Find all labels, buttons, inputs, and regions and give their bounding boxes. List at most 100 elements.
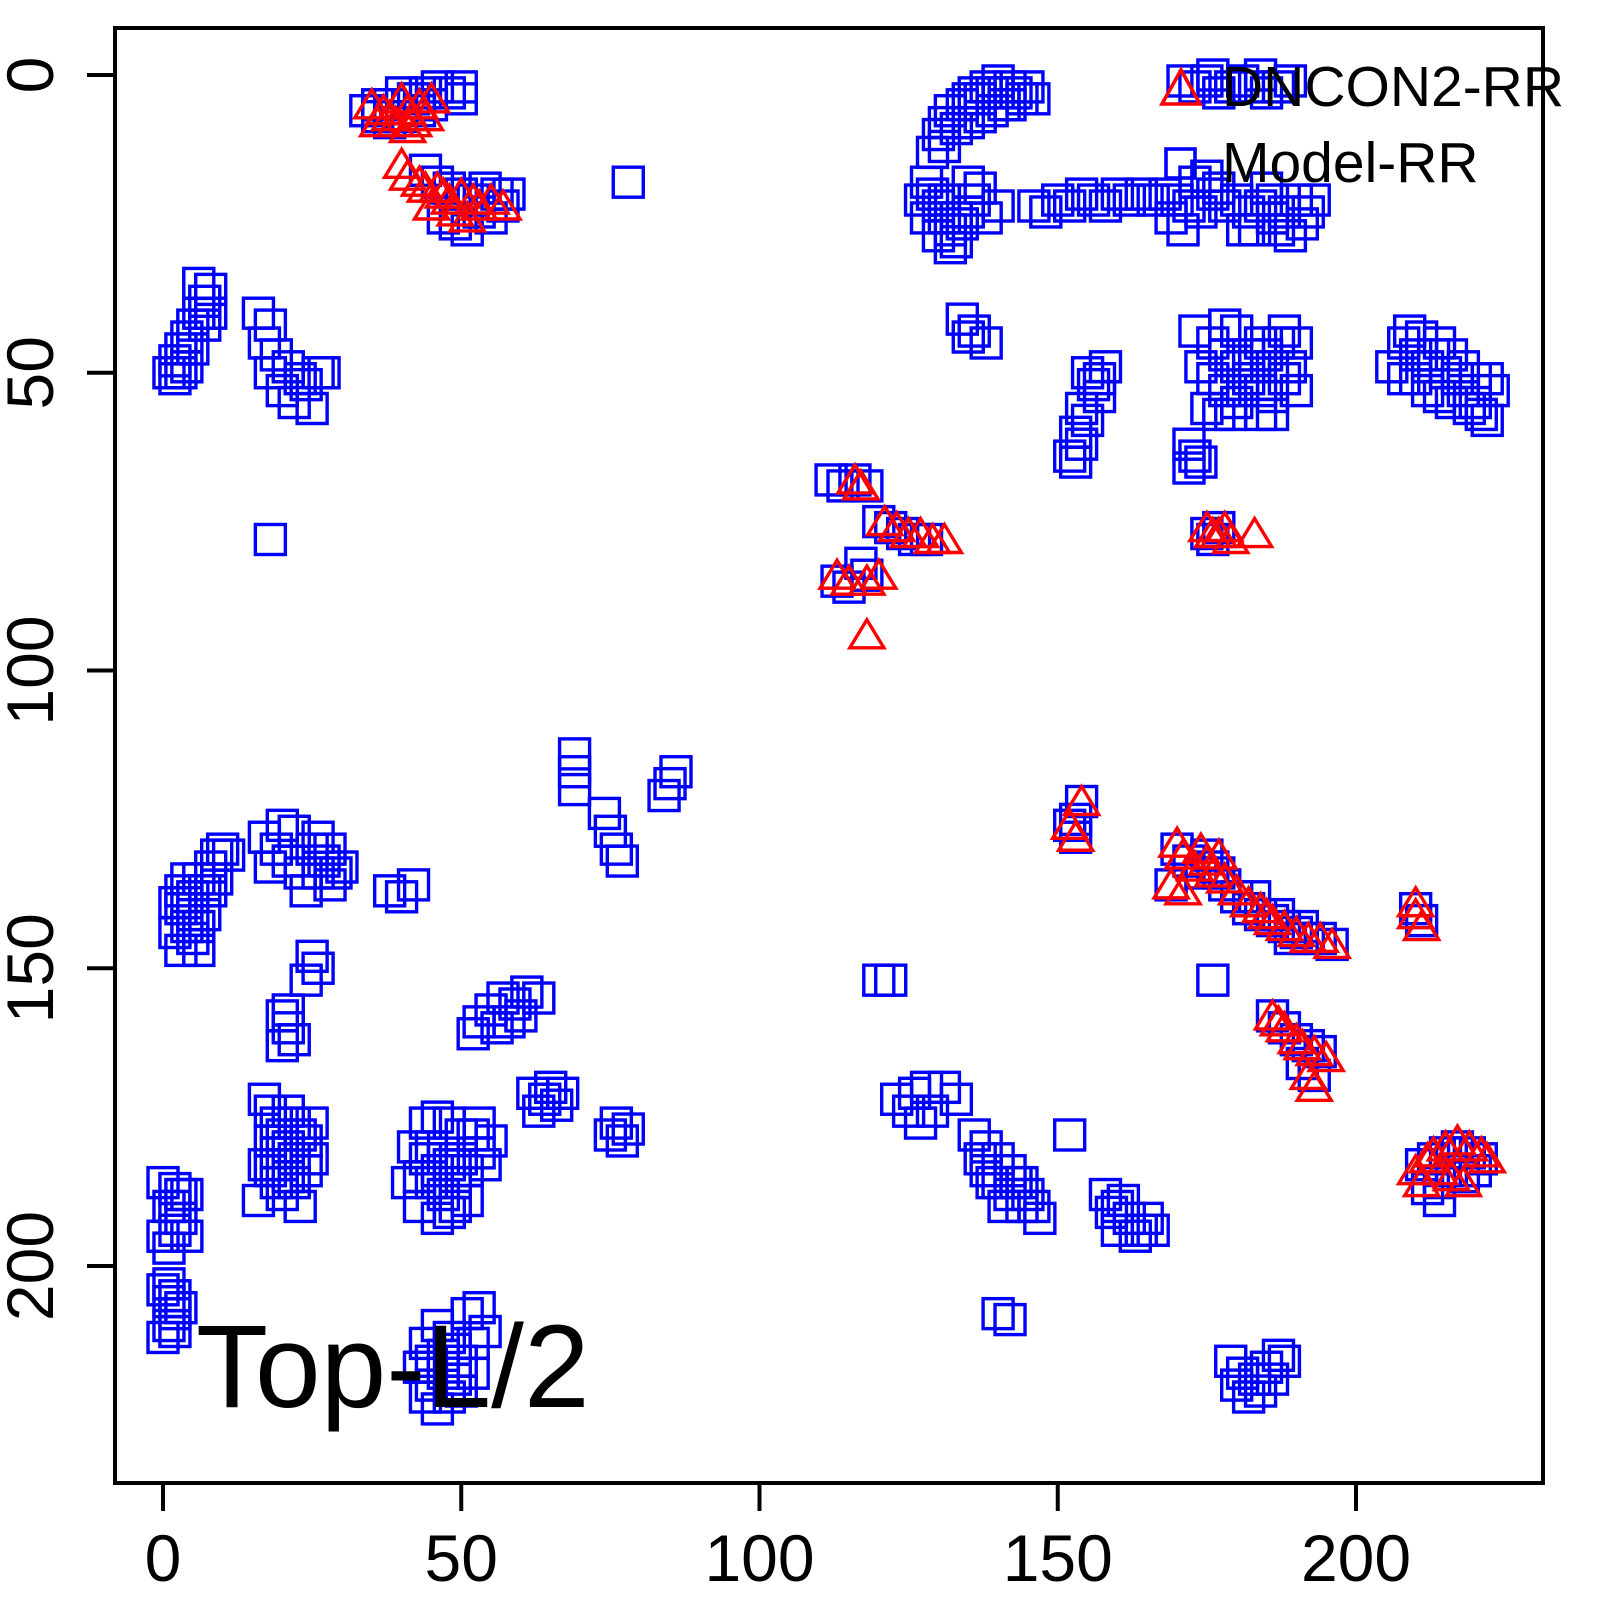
- square-point: [1196, 177, 1230, 211]
- square-point: [396, 868, 431, 902]
- y-tick-label: 0: [0, 57, 67, 94]
- square-point: [277, 814, 311, 848]
- triangle-point: [399, 163, 440, 197]
- square-point: [1291, 195, 1325, 229]
- square-point: [1237, 350, 1272, 384]
- square-point: [1088, 1177, 1123, 1212]
- triangle-point: [1216, 872, 1257, 906]
- square-point: [981, 1142, 1015, 1176]
- square-point: [993, 1302, 1027, 1337]
- square-point: [1279, 373, 1314, 408]
- square-point: [969, 1130, 1003, 1164]
- square-point: [271, 1159, 305, 1194]
- square-point: [557, 737, 592, 771]
- square-point: [438, 1189, 472, 1224]
- square-point: [939, 111, 974, 146]
- square-point: [1273, 219, 1308, 253]
- square-point: [438, 1362, 472, 1396]
- triangle-point: [1467, 1140, 1508, 1174]
- square-point: [1064, 427, 1099, 461]
- square-point: [247, 1082, 282, 1116]
- square-point: [891, 1094, 926, 1128]
- square-point: [1076, 367, 1111, 402]
- square-point: [951, 165, 985, 199]
- square-point: [1249, 338, 1284, 372]
- square-point: [1184, 445, 1218, 479]
- square-point: [1243, 1374, 1278, 1408]
- square-point: [862, 963, 896, 997]
- square-point: [1231, 195, 1266, 229]
- square-point: [1225, 373, 1260, 408]
- y-tick-label: 50: [0, 336, 67, 409]
- square-point: [1255, 183, 1290, 217]
- square-point: [826, 469, 860, 503]
- square-point: [277, 385, 311, 420]
- square-point: [987, 1189, 1021, 1224]
- square-point: [1387, 362, 1421, 396]
- square-point: [1088, 189, 1123, 223]
- square-point: [1070, 356, 1105, 390]
- square-point: [319, 856, 353, 890]
- square-point: [146, 1320, 180, 1355]
- triangle-point: [387, 110, 428, 144]
- triangle-point: [1204, 860, 1245, 894]
- square-point: [432, 1195, 467, 1230]
- square-point: [1017, 189, 1051, 223]
- square-point: [265, 808, 299, 843]
- square-point: [253, 1124, 288, 1158]
- x-tick-label: 200: [1301, 1521, 1411, 1595]
- square-point: [402, 1350, 437, 1384]
- square-point: [241, 1183, 276, 1218]
- square-point: [963, 1142, 997, 1176]
- square-point: [426, 1177, 461, 1212]
- square-point: [1249, 76, 1284, 110]
- square-point: [1064, 177, 1099, 211]
- triangle-point: [1061, 783, 1102, 817]
- square-point: [253, 522, 288, 557]
- square-point: [1023, 1201, 1057, 1236]
- square-point: [557, 755, 592, 789]
- triangle-point: [1162, 836, 1204, 870]
- square-point: [510, 975, 544, 1009]
- square-point: [253, 850, 288, 884]
- square-point: [188, 284, 222, 318]
- x-tick-label: 150: [1003, 1521, 1113, 1595]
- square-point: [1404, 320, 1439, 354]
- square-point: [1196, 326, 1230, 360]
- triangle-point: [1407, 1140, 1448, 1174]
- square-point: [158, 915, 192, 950]
- square-point: [1261, 1338, 1296, 1373]
- square-point: [164, 356, 198, 390]
- square-point: [599, 832, 634, 866]
- triangle-point: [1401, 1164, 1442, 1198]
- triangle-point: [1312, 926, 1353, 960]
- square-point: [492, 1005, 526, 1039]
- square-point: [1422, 1183, 1457, 1218]
- square-point: [909, 165, 944, 199]
- x-tick-label: 0: [145, 1521, 182, 1595]
- square-point: [1136, 1213, 1170, 1247]
- square-point: [1428, 356, 1463, 390]
- square-point: [420, 165, 455, 199]
- triangle-point: [834, 461, 875, 495]
- x-tick-label: 100: [704, 1521, 814, 1595]
- square-point: [1094, 1195, 1129, 1230]
- square-point: [1458, 385, 1493, 420]
- square-point: [295, 939, 329, 974]
- square-point: [969, 326, 1003, 360]
- square-point: [1178, 70, 1212, 104]
- square-point: [420, 70, 455, 104]
- square-point: [1249, 171, 1284, 205]
- square-point: [194, 272, 228, 307]
- square-point: [1070, 403, 1105, 438]
- square-point: [194, 850, 228, 884]
- triangle-point: [1264, 1009, 1305, 1043]
- square-point: [211, 838, 246, 872]
- square-point: [1440, 362, 1475, 396]
- square-point: [182, 933, 216, 968]
- square-point: [1124, 177, 1158, 211]
- square-point: [605, 1124, 640, 1158]
- triangle-point: [1276, 1021, 1317, 1055]
- square-point: [1196, 963, 1230, 997]
- square-point: [915, 1094, 950, 1128]
